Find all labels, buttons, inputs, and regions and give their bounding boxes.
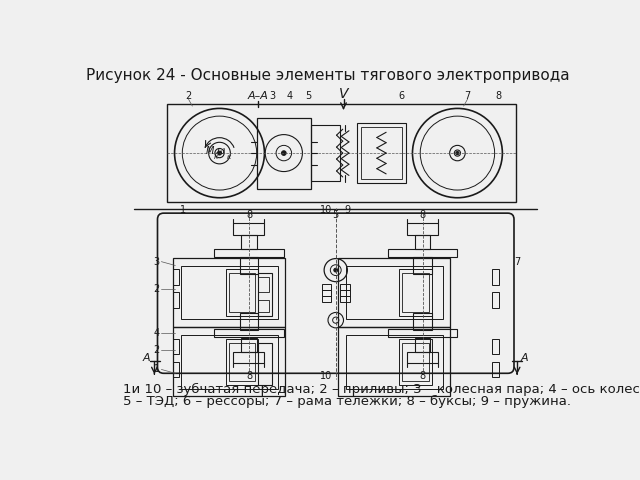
Bar xyxy=(340,284,349,290)
Bar xyxy=(346,265,443,319)
Bar xyxy=(388,249,458,257)
Text: 9: 9 xyxy=(344,205,351,215)
Bar xyxy=(322,284,331,290)
Bar xyxy=(234,352,264,363)
Text: 2: 2 xyxy=(154,345,160,355)
Bar xyxy=(322,290,331,296)
Bar xyxy=(413,257,432,274)
Text: А: А xyxy=(143,353,150,363)
Text: 7: 7 xyxy=(514,257,520,267)
Bar xyxy=(403,343,429,381)
Bar xyxy=(340,296,349,302)
Bar xyxy=(173,339,179,354)
Bar xyxy=(403,273,429,312)
Text: А: А xyxy=(521,353,529,363)
Bar xyxy=(173,362,179,377)
Bar xyxy=(226,269,259,315)
Bar xyxy=(241,338,257,352)
Bar xyxy=(415,338,430,352)
Bar xyxy=(229,343,255,381)
Bar xyxy=(239,313,259,330)
Bar xyxy=(362,127,402,179)
Bar xyxy=(407,223,438,235)
Text: 8: 8 xyxy=(246,372,252,382)
Bar xyxy=(229,273,255,312)
Bar xyxy=(259,343,272,385)
Text: A–A: A–A xyxy=(248,91,269,101)
Text: 8: 8 xyxy=(419,210,426,220)
Bar xyxy=(492,362,499,377)
Text: 10: 10 xyxy=(321,205,333,215)
Text: 8: 8 xyxy=(495,91,502,101)
Bar xyxy=(311,125,340,181)
Text: 1: 1 xyxy=(180,205,186,215)
Bar xyxy=(167,104,516,203)
Bar xyxy=(388,329,458,337)
Text: 6: 6 xyxy=(399,91,404,101)
Bar xyxy=(407,352,438,363)
Bar xyxy=(214,329,284,337)
Text: Рисунок 24 - Основные элементы тягового электропривода: Рисунок 24 - Основные элементы тягового … xyxy=(86,68,570,83)
Text: 5 – ТЭД; 6 – рессоры; 7 – рама тележки; 8 – буксы; 9 – пружина.: 5 – ТЭД; 6 – рессоры; 7 – рама тележки; … xyxy=(123,395,571,408)
Text: 8: 8 xyxy=(419,372,426,382)
Text: 8: 8 xyxy=(246,210,252,220)
Bar xyxy=(415,235,430,249)
Text: 2: 2 xyxy=(154,284,160,294)
Bar xyxy=(413,313,432,330)
Text: 4: 4 xyxy=(286,91,292,101)
Bar xyxy=(399,269,432,315)
Circle shape xyxy=(334,268,338,272)
Bar xyxy=(214,249,284,257)
Bar xyxy=(173,327,285,396)
Circle shape xyxy=(218,151,221,155)
Text: 10: 10 xyxy=(321,372,333,382)
Text: 4: 4 xyxy=(154,328,160,338)
Bar xyxy=(257,118,311,189)
Text: к: к xyxy=(227,154,231,160)
Bar xyxy=(173,269,179,285)
Bar xyxy=(358,123,406,183)
Bar xyxy=(226,339,259,385)
Circle shape xyxy=(456,152,459,155)
Bar xyxy=(322,296,331,302)
Text: 5: 5 xyxy=(305,91,312,101)
Text: 3: 3 xyxy=(154,257,160,267)
Bar xyxy=(492,292,499,308)
Bar xyxy=(259,273,272,315)
Bar xyxy=(492,269,499,285)
Text: 7: 7 xyxy=(465,91,470,101)
Text: к: к xyxy=(214,154,218,160)
Bar xyxy=(241,235,257,249)
Bar xyxy=(180,265,278,319)
Bar xyxy=(338,327,451,396)
Bar xyxy=(259,277,269,292)
Bar xyxy=(492,339,499,354)
Text: 1и 10 – зубчатая передача; 2 – приливы; 3 – колесная пара; 4 – ось колесной пары: 1и 10 – зубчатая передача; 2 – приливы; … xyxy=(123,383,640,396)
Circle shape xyxy=(282,151,286,156)
Bar xyxy=(180,335,278,389)
Bar xyxy=(173,292,179,308)
Bar xyxy=(259,300,269,312)
Bar xyxy=(239,257,259,274)
Bar xyxy=(173,258,285,327)
Text: 3: 3 xyxy=(269,91,275,101)
Text: 5: 5 xyxy=(333,210,339,220)
Text: М: М xyxy=(206,146,214,156)
Bar xyxy=(338,258,451,327)
Bar xyxy=(340,290,349,296)
Text: 1: 1 xyxy=(154,364,160,374)
Text: ,ω: ,ω xyxy=(214,146,226,156)
Text: V: V xyxy=(339,87,348,101)
Text: 2: 2 xyxy=(186,91,191,101)
Bar xyxy=(399,339,432,385)
Bar xyxy=(234,223,264,235)
Bar xyxy=(346,335,443,389)
